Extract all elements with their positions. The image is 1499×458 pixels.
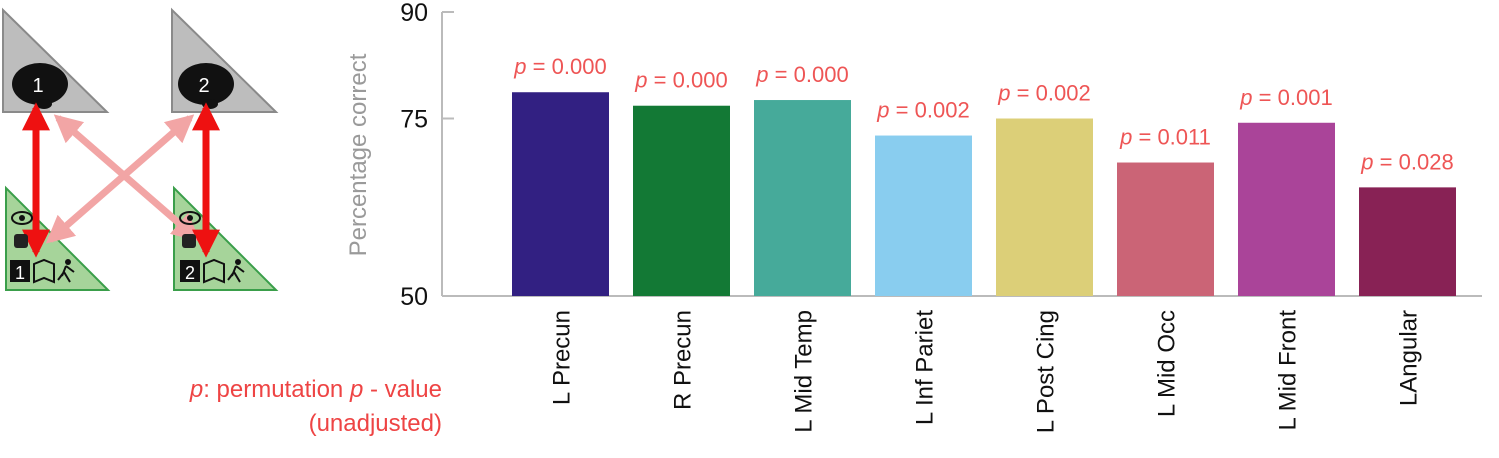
bar [875, 135, 972, 296]
node-label-1: 1 [32, 75, 43, 97]
p-value-label: p = 0.002 [876, 98, 969, 123]
hand-icon-1 [14, 234, 28, 248]
category-label: L Mid Temp [791, 310, 818, 433]
book-icon-1: 1 [10, 258, 55, 284]
y-tick-label: 75 [400, 106, 428, 134]
y-axis-label: Percentage correct [345, 53, 372, 256]
runner-icon-2 [227, 259, 245, 283]
footnote-line-1: p: permutation p - value [100, 376, 442, 404]
bar [1117, 162, 1214, 296]
p-value-label: p = 0.000 [755, 62, 848, 87]
footnote-value-text: - value [363, 376, 442, 403]
y-tick-label: 90 [400, 0, 428, 27]
bar [1359, 187, 1456, 296]
p-value-label: p = 0.000 [513, 54, 606, 79]
category-label: L Precun [549, 310, 576, 405]
bar [633, 105, 730, 296]
book-label-2: 2 [185, 263, 195, 283]
node-label-2: 2 [198, 75, 209, 97]
footnote-p-symbol: p [189, 376, 204, 403]
category-label: L Mid Front [1275, 310, 1302, 431]
p-value-label: p = 0.000 [634, 68, 727, 93]
bar [996, 118, 1093, 296]
y-tick-label: 50 [400, 283, 428, 311]
bar [512, 92, 609, 296]
eye-icon-2 [179, 211, 201, 225]
hand-icon-2 [182, 234, 196, 248]
chart-labels: p = 0.000 L Precun p = 0.000 R Precun p = 0.… [513, 54, 1453, 433]
footnote-p-italic: p [349, 376, 364, 403]
category-label: R Precun [670, 310, 697, 410]
cross-arrow-2 [45, 114, 195, 244]
p-value-label: p = 0.028 [1360, 149, 1453, 174]
category-label: L Inf Pariet [912, 310, 939, 426]
p-value-label: p = 0.002 [997, 81, 1090, 106]
chart-bars [512, 92, 1456, 296]
category-label: LAngular [1396, 310, 1423, 406]
book-label-1: 1 [15, 263, 25, 283]
p-value-label: p = 0.001 [1239, 85, 1332, 110]
eye-icon-1 [11, 211, 33, 225]
p-value-label: p = 0.011 [1119, 125, 1211, 150]
category-label: L Mid Occ [1154, 310, 1181, 417]
category-label: L Post Cing [1033, 310, 1060, 433]
runner-icon-1 [57, 259, 75, 283]
bar [754, 100, 851, 296]
bar [1238, 122, 1335, 296]
footnote-line-2: (unadjusted) [308, 410, 442, 437]
schematic-diagram: 1 2 1 2 [2, 7, 279, 291]
book-icon-2: 2 [180, 258, 225, 284]
footnote-text: : permutation [203, 376, 350, 403]
